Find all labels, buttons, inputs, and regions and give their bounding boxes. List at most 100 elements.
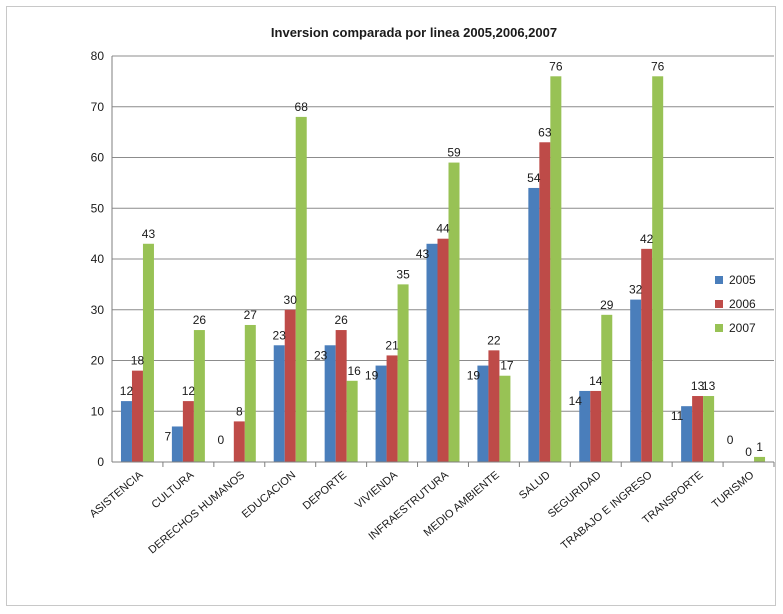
data-label: 44 [436, 222, 450, 236]
data-label: 7 [165, 429, 172, 443]
chart-frame: Inversion comparada por linea 2005,2006,… [6, 6, 776, 606]
data-label: 19 [365, 369, 379, 383]
y-tick-label: 50 [91, 201, 105, 215]
legend-swatch-2006 [715, 300, 723, 308]
data-label: 76 [549, 59, 563, 73]
data-label: 35 [396, 267, 410, 281]
data-label: 18 [131, 354, 145, 368]
bar-2007-2 [244, 324, 256, 462]
bar-2005-1 [171, 426, 183, 462]
bar-2007-4 [346, 380, 358, 462]
y-tick-label: 60 [91, 151, 105, 165]
data-label: 17 [500, 359, 514, 373]
bar-2007-5 [397, 284, 409, 462]
bar-2006-3 [284, 309, 296, 462]
data-label: 0 [727, 433, 734, 447]
bar-2006-6 [437, 238, 449, 462]
bar-2006-0 [131, 370, 143, 462]
bar-2007-6 [448, 162, 460, 462]
data-label: 12 [182, 384, 196, 398]
category-label: DEPORTE [301, 469, 349, 512]
bar-2007-9 [601, 314, 613, 462]
data-label: 16 [347, 364, 361, 378]
bar-2006-1 [182, 401, 194, 462]
y-tick-label: 80 [91, 49, 105, 63]
bar-2006-4 [335, 330, 347, 462]
bar-2005-7 [477, 365, 489, 462]
data-label: 54 [527, 171, 541, 185]
bar-2006-9 [590, 390, 602, 462]
data-label: 14 [569, 394, 583, 408]
bar-2006-10 [641, 248, 653, 462]
bar-2005-6 [426, 243, 438, 462]
data-label: 13 [691, 379, 705, 393]
data-label: 43 [142, 227, 156, 241]
data-label: 14 [589, 374, 603, 388]
bar-2005-8 [528, 187, 540, 462]
bar-2005-3 [273, 345, 285, 462]
bar-2007-11 [703, 396, 715, 462]
legend: 2005 2006 2007 [715, 273, 756, 335]
bar-2005-11 [681, 406, 693, 462]
category-label: TRABAJO E INGRESO [559, 469, 655, 552]
bar-2007-8 [550, 76, 562, 463]
data-label: 43 [416, 247, 430, 261]
data-label: 63 [538, 125, 552, 139]
category-label: ASISTENCIA [88, 469, 146, 521]
bar-2007-7 [499, 375, 511, 462]
category-label: CULTURA [149, 469, 196, 511]
y-tick-label: 10 [91, 404, 105, 418]
bar-2005-10 [630, 299, 642, 462]
data-label: 23 [273, 328, 287, 342]
data-label: 26 [193, 313, 207, 327]
data-label: 11 [671, 409, 684, 423]
y-tick-label: 20 [91, 354, 105, 368]
data-label: 19 [467, 369, 481, 383]
y-tick-label: 0 [97, 455, 104, 469]
data-label: 29 [600, 298, 614, 312]
category-label: EDUCACION [240, 469, 298, 521]
bar-2007-1 [193, 330, 205, 462]
legend-swatch-2007 [715, 324, 723, 332]
y-tick-label: 30 [91, 303, 105, 317]
data-label: 0 [745, 445, 752, 459]
bar-2006-8 [539, 142, 551, 462]
data-label: 22 [487, 333, 501, 347]
legend-swatch-2005 [715, 276, 723, 284]
legend-label: 2005 [729, 273, 756, 287]
bar-2005-9 [579, 390, 591, 462]
data-label: 27 [244, 308, 258, 322]
category-label: DERECHOS HUMANOS [146, 469, 247, 556]
data-label: 12 [120, 384, 134, 398]
bar-2005-0 [120, 401, 132, 462]
data-label: 23 [314, 348, 328, 362]
legend-label: 2006 [729, 297, 756, 311]
bar-2007-3 [295, 116, 307, 463]
bar-2005-5 [375, 365, 387, 462]
legend-label: 2007 [729, 321, 756, 335]
bar-2006-2 [233, 421, 245, 462]
chart-title: Inversion comparada por linea 2005,2006,… [271, 25, 557, 40]
bar-chart: Inversion comparada por linea 2005,2006,… [88, 25, 775, 556]
data-label: 32 [629, 283, 643, 297]
category-label: SALUD [517, 469, 553, 502]
data-label: 59 [447, 146, 461, 160]
bar-2007-0 [142, 243, 154, 462]
bar-2007-12 [754, 456, 766, 462]
data-label: 1 [756, 440, 763, 454]
bar-2006-11 [692, 396, 704, 462]
category-label: VIVIENDA [353, 469, 401, 512]
data-label: 42 [640, 232, 654, 246]
data-label: 30 [284, 293, 298, 307]
bar-2006-7 [488, 350, 500, 462]
bars [120, 76, 766, 463]
data-label: 26 [334, 313, 348, 327]
data-label: 21 [385, 338, 399, 352]
data-label: 68 [295, 100, 309, 114]
data-label: 76 [651, 59, 665, 73]
data-label: 13 [702, 379, 716, 393]
bar-2005-4 [324, 345, 336, 462]
y-tick-label: 70 [91, 100, 105, 114]
data-label: 8 [236, 404, 243, 418]
bar-2007-10 [652, 76, 664, 463]
